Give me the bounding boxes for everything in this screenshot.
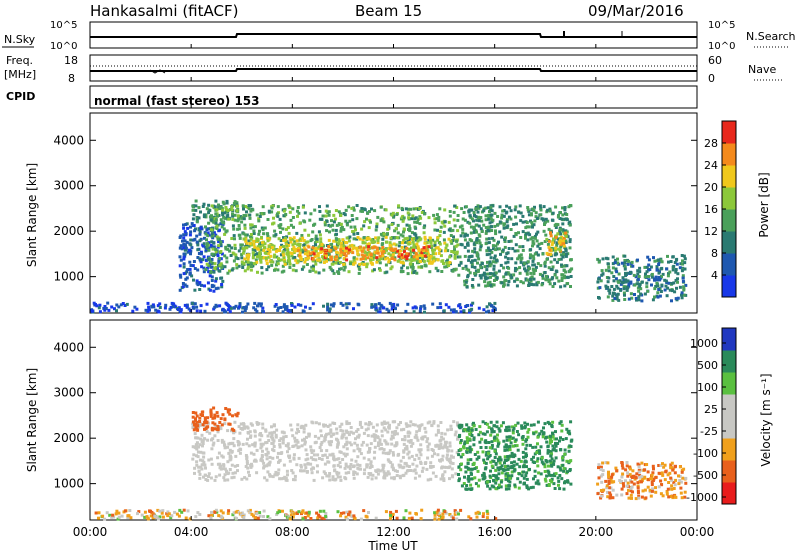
power-colorbar-tick: 4 [711,269,718,282]
velocity-colorbar-tick: -100 [693,447,718,460]
noise-right-tick-bottom: 10^0 [708,41,735,52]
noise-sky-label: N.Sky [4,33,36,46]
noise-search-label: N.Search [746,30,796,43]
power-region [295,245,432,262]
power-ytick-label: 4000 [53,133,84,147]
velocity-region [191,406,240,432]
velocity-data [94,406,688,521]
noise-right-tick-top: 10^5 [708,20,735,31]
velocity-colorbar-tick: 1000 [690,337,718,350]
velocity-y-label: Slant Range [km] [25,368,39,472]
cpid-label: CPID [6,90,35,103]
velocity-colorbar-tick: 25 [704,403,718,416]
nave-label: Nave [748,63,776,76]
velocity-ytick-label: 2000 [53,431,84,445]
nave-tick-bottom: 0 [708,72,715,85]
x-tick-label: 08:00 [275,525,310,539]
x-tick-label: 20:00 [579,525,614,539]
power-colorbar-tick: 24 [704,159,718,172]
velocity-region [94,508,498,521]
velocity-colorbar-tick: 500 [697,359,718,372]
power-region [90,301,497,314]
velocity-ytick-label: 3000 [53,386,84,400]
power-colorbar-tick: 20 [704,181,718,194]
x-tick-label: 00:00 [73,525,108,539]
noise-left-tick-bottom: 10^0 [50,41,77,52]
noise-left-tick-top: 10^5 [50,20,77,31]
noise-sky-trace [90,33,697,38]
x-axis: 00:00 04:00 08:00 12:00 16:00 20:00 00:00 [73,44,715,539]
velocity-ytick-label: 1000 [53,477,84,491]
nave-tick-top: 60 [708,54,722,67]
freq-tick-bottom: 8 [68,72,75,85]
power-colorbar-tick: 8 [711,247,718,260]
power-y-label: Slant Range [km] [25,163,39,267]
velocity-colorbar-tick: -1000 [686,491,718,504]
noise-panel: N.Sky 10^5 10^0 10^5 10^0 N.Search [2,20,796,52]
power-data [90,199,688,314]
frequency-trace [90,68,697,72]
velocity-colorbar-tick: 100 [697,381,718,394]
power-colorbar-tick: 28 [704,137,718,150]
velocity-colorbar-tick: -500 [693,469,718,482]
power-ytick-label: 2000 [53,224,84,238]
x-tick-label: 16:00 [477,525,512,539]
freq-tick-top: 18 [64,54,78,67]
power-region [545,231,568,257]
power-panel: 1000 2000 3000 4000 Slant Range [km] 4 8 12 16… [25,112,771,314]
velocity-panel: 1000 2000 3000 4000 Slant Range [km] 1000 50… [25,319,773,521]
x-tick-label: 12:00 [376,525,411,539]
velocity-region [191,420,460,482]
power-region [596,254,688,303]
station-title: Hankasalmi (fitACF) [90,2,238,20]
freq-label-2: [MHz] [4,68,36,81]
velocity-region [457,420,574,491]
power-ytick-label: 3000 [53,179,84,193]
x-tick-label: 04:00 [174,525,209,539]
power-colorbar-tick: 16 [704,203,718,216]
beam-label: Beam 15 [355,2,422,20]
date-label: 09/Mar/2016 [588,2,684,20]
velocity-colorbar-label: Velocity [m s⁻¹] [759,373,773,466]
frequency-panel: Freq. [MHz] 18 8 60 0 Nave [4,54,782,85]
x-tick-label: 00:00 [680,525,715,539]
power-colorbar-tick: 12 [704,225,718,238]
power-colorbar-label: Power [dB] [757,172,771,237]
cpid-mode: normal (fast stereo) 153 [94,94,260,108]
x-axis-label: Time UT [367,539,418,553]
power-colorbar: 4 8 12 16 20 24 28 [704,120,737,298]
freq-label-1: Freq. [6,54,33,67]
velocity-ytick-label: 4000 [53,340,84,354]
velocity-colorbar-tick: -25 [700,425,718,438]
power-region [456,203,574,289]
velocity-colorbar: 1000 500 100 25 -25 -100 -500 -1000 [686,327,737,505]
velocity-region [596,461,688,501]
cpid-panel: CPID normal (fast stereo) 153 [6,85,698,109]
power-region [178,222,225,293]
power-ytick-label: 1000 [53,270,84,284]
